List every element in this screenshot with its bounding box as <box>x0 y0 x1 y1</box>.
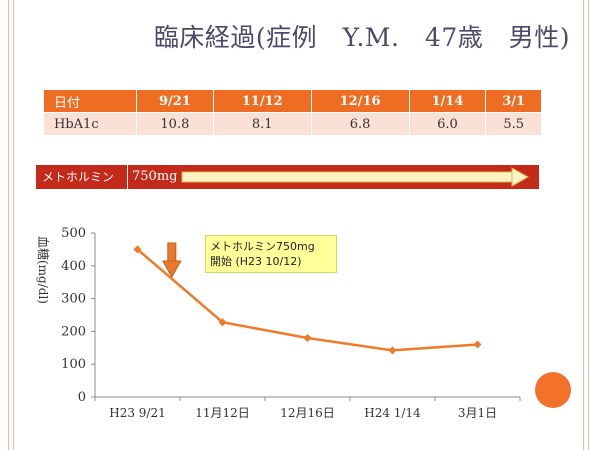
date-cell: 9/21 <box>136 90 214 113</box>
y-tick-label: 500 <box>61 226 86 241</box>
x-tick-label: H23 9/21 <box>109 406 166 420</box>
frame-line-left <box>8 0 9 450</box>
drug-name: メトホルミン <box>42 170 115 184</box>
hba1c-table: 日付 9/21 11/12 12/16 1/14 3/1 HbA1c 10.8 … <box>44 90 542 136</box>
data-point <box>388 346 397 355</box>
date-cell: 3/1 <box>485 90 542 113</box>
frame-line-right <box>588 0 589 450</box>
arrow-shaft <box>167 242 177 262</box>
value-cell: 10.8 <box>136 112 214 136</box>
y-tick-label: 200 <box>61 324 86 339</box>
arrow-head <box>161 260 182 279</box>
y-tick-label: 100 <box>61 357 86 372</box>
series-glucose <box>133 245 482 355</box>
metformin-callout: メトホルミン750mg 開始 (H23 10/12) <box>205 235 337 273</box>
data-point <box>218 318 227 327</box>
data-point <box>133 245 142 254</box>
start-arrow <box>161 242 182 279</box>
chart-axes <box>94 233 520 398</box>
y-tick-label: 300 <box>61 292 86 307</box>
drug-separator <box>127 165 128 189</box>
y-tick-labels: 0 100 200 300 400 500 <box>61 226 95 405</box>
drug-dose: 750mg <box>132 169 178 184</box>
value-cell: 6.0 <box>409 112 487 136</box>
y-axis-label: 血糖(mg/dl) <box>36 236 50 304</box>
frame-line-right-inner <box>583 0 584 450</box>
frame-line-left-inner <box>13 0 14 450</box>
value-cell: 5.5 <box>485 112 542 136</box>
value-cell: 6.8 <box>311 112 410 136</box>
data-point <box>303 333 312 342</box>
callout-line-1: メトホルミン750mg <box>210 240 315 253</box>
slide-title: 臨床経過(症例 Y.M. 47歳 男性) <box>153 23 570 52</box>
header-label: 日付 <box>44 90 137 113</box>
table-header-row: 日付 9/21 11/12 12/16 1/14 3/1 <box>44 90 542 113</box>
table-row: HbA1c 10.8 8.1 6.8 6.0 5.5 <box>44 112 542 136</box>
date-cell: 1/14 <box>409 90 487 113</box>
date-cell: 12/16 <box>311 90 410 113</box>
x-tick-label: H24 1/14 <box>364 406 421 420</box>
row-label: HbA1c <box>44 112 137 136</box>
callout-line-2: 開始 (H23 10/12) <box>210 255 302 268</box>
drug-arrow <box>181 167 530 187</box>
x-tick-labels: H23 9/21 11月12日 12月16日 H24 1/14 3月1日 <box>94 397 521 420</box>
x-tick-label: 11月12日 <box>195 406 250 420</box>
y-tick-label: 400 <box>61 259 86 274</box>
decorative-circle <box>535 372 571 408</box>
x-tick-label: 12月16日 <box>280 406 335 420</box>
data-point <box>473 340 482 349</box>
x-tick-label: 3月1日 <box>458 406 497 420</box>
y-tick-label: 0 <box>78 390 86 405</box>
value-cell: 8.1 <box>213 112 312 136</box>
date-cell: 11/12 <box>213 90 312 113</box>
